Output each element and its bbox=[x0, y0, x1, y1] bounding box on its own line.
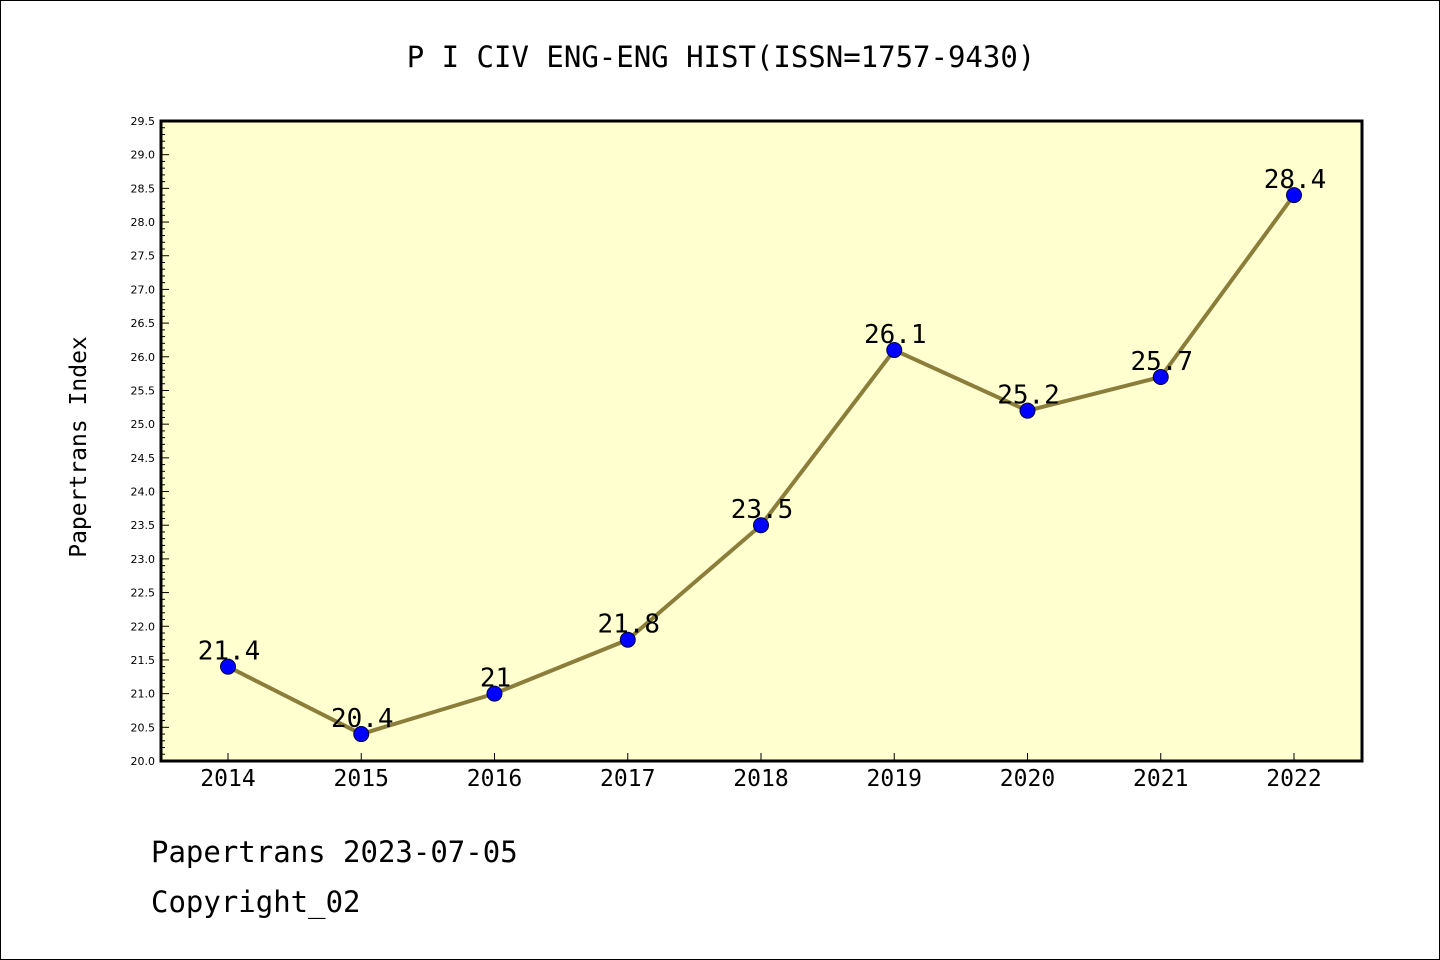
y-tick-label: 24.5 bbox=[131, 452, 156, 465]
y-tick-label: 25.0 bbox=[131, 418, 156, 431]
y-tick-label: 23.5 bbox=[131, 519, 156, 532]
data-label: 26.1 bbox=[864, 320, 927, 350]
y-tick-label: 22.5 bbox=[131, 587, 156, 600]
x-tick-label: 2021 bbox=[1133, 766, 1188, 792]
data-label: 25.2 bbox=[997, 381, 1060, 411]
y-tick-label: 25.5 bbox=[131, 384, 156, 397]
y-axis-label: Papertrans Index bbox=[66, 336, 92, 558]
y-tick-label: 21.5 bbox=[131, 654, 156, 667]
data-point bbox=[1019, 402, 1036, 419]
data-point bbox=[220, 658, 236, 675]
footer-copyright-text: Copyright_02 bbox=[151, 885, 361, 919]
chart-title: P I CIV ENG-ENG HIST(ISSN=1757-9430) bbox=[407, 40, 1036, 74]
y-tick-label: 29.5 bbox=[131, 115, 156, 128]
footer-date-text: Papertrans 2023-07-05 bbox=[151, 835, 518, 869]
x-tick-label: 2018 bbox=[733, 766, 788, 792]
data-point bbox=[486, 685, 503, 702]
data-point bbox=[1286, 187, 1302, 204]
y-tick-label: 29.0 bbox=[131, 149, 156, 162]
data-label: 28.4 bbox=[1264, 165, 1327, 195]
y-tick-label: 28.0 bbox=[131, 216, 156, 229]
plot-frame bbox=[159, 119, 1364, 763]
data-label: 21.8 bbox=[597, 610, 660, 640]
y-tick-label: 24.0 bbox=[131, 486, 156, 499]
y-tick-label: 27.0 bbox=[131, 283, 156, 296]
data-point bbox=[753, 517, 769, 534]
y-tick-label: 20.5 bbox=[131, 721, 156, 734]
x-axis: 2014 2015 2016 2017 2018 2019 2020 2021 2022 bbox=[200, 753, 1322, 792]
data-point bbox=[353, 726, 370, 743]
x-tick-label: 2019 bbox=[867, 766, 922, 792]
data-label: 20.4 bbox=[331, 704, 394, 734]
data-point bbox=[886, 342, 903, 359]
data-label: 21.4 bbox=[198, 637, 261, 667]
x-tick-label: 2022 bbox=[1266, 766, 1321, 792]
x-tick-label: 2016 bbox=[467, 766, 522, 792]
data-point bbox=[619, 631, 636, 648]
x-tick-label: 2017 bbox=[600, 766, 655, 792]
y-tick-label: 27.5 bbox=[131, 250, 156, 263]
y-tick-label: 23.0 bbox=[131, 553, 156, 566]
x-tick-label: 2020 bbox=[1000, 766, 1055, 792]
plot-area bbox=[161, 121, 1362, 761]
y-tick-label: 22.0 bbox=[131, 620, 156, 633]
y-tick-label: 21.0 bbox=[131, 688, 156, 701]
y-tick-label: 28.5 bbox=[131, 182, 156, 195]
x-tick-label: 2014 bbox=[200, 766, 255, 792]
data-point-group bbox=[220, 187, 1302, 743]
data-label: 23.5 bbox=[731, 495, 794, 525]
data-point bbox=[1152, 369, 1169, 385]
x-tick-label: 2015 bbox=[334, 766, 389, 792]
data-label: 21 bbox=[480, 664, 511, 694]
data-label-group: 21.4 20.4 21 21.8 23.5 26.1 25.2 25.7 28.4 bbox=[198, 165, 1327, 734]
y-tick-label: 26.5 bbox=[131, 317, 156, 330]
y-tick-label: 20.0 bbox=[131, 755, 156, 768]
y-tick-label: 26.0 bbox=[131, 351, 156, 364]
data-label: 25.7 bbox=[1130, 347, 1193, 377]
